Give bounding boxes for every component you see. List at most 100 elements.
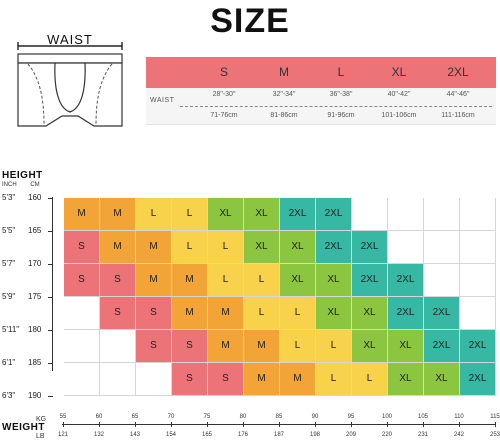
size-cell-m: M xyxy=(136,264,172,297)
weight-tick xyxy=(135,422,136,427)
waist-inch-m: 32"-34" xyxy=(272,91,296,98)
weight-label-kg: 100 xyxy=(381,414,392,420)
waist-cm-l: 91-96cm xyxy=(327,112,355,119)
size-chart-grid: M M L L XL XL 2XL 2XL S M M L L XL XL 2XL 2XL S S M M L L XL XL 2… xyxy=(64,198,496,396)
empty-cell xyxy=(388,198,424,231)
empty-cell xyxy=(100,330,136,363)
size-cell-s: S xyxy=(172,330,208,363)
size-cell-s: S xyxy=(136,330,172,363)
size-cell-m: M xyxy=(172,264,208,297)
weight-label-kg: 110 xyxy=(454,414,464,420)
empty-cell xyxy=(352,198,388,231)
empty-cell xyxy=(64,297,100,330)
size-cell-l: L xyxy=(316,363,352,396)
height-label-inch: 5'7" xyxy=(2,259,16,268)
height-label-inch: 6'3" xyxy=(2,391,16,400)
size-cell-2xl: 2XL xyxy=(352,231,388,264)
weight-label-kg: 65 xyxy=(131,414,139,420)
weight-tick xyxy=(279,422,280,427)
height-label-cm: 160 xyxy=(28,193,42,202)
empty-cell xyxy=(100,363,136,396)
size-cell-l: L xyxy=(316,330,352,363)
size-cell-xl: XL xyxy=(352,330,388,363)
weight-label-kg: 70 xyxy=(167,414,175,420)
size-cell-m: M xyxy=(172,297,208,330)
size-cell-m: M xyxy=(244,330,280,363)
weight-label-lb: 242 xyxy=(453,432,464,438)
size-cell-2xl: 2XL xyxy=(424,297,460,330)
empty-cell xyxy=(424,198,460,231)
height-tick xyxy=(48,198,53,199)
height-label-inch: 5'9" xyxy=(2,292,16,301)
height-units: INCH CM xyxy=(2,182,48,188)
weight-tick xyxy=(351,422,352,427)
waist-cm-s: 71-76cm xyxy=(210,112,238,119)
weight-unit-kg: KG xyxy=(36,416,47,423)
size-cell-2xl: 2XL xyxy=(424,330,460,363)
waist-cm-m: 81-86cm xyxy=(270,112,298,119)
height-label-cm: 180 xyxy=(28,325,42,334)
empty-cell xyxy=(64,330,100,363)
waist-inch-xl: 40"-42" xyxy=(387,91,411,98)
height-label-inch: 5'3" xyxy=(2,193,16,202)
size-cell-m: M xyxy=(100,231,136,264)
weight-tick xyxy=(171,422,172,427)
size-cell-m: M xyxy=(208,330,244,363)
weight-label-lb: 176 xyxy=(237,432,248,438)
weight-label-lb: 154 xyxy=(165,432,176,438)
height-label-cm: 175 xyxy=(28,292,42,301)
page-title: SIZE xyxy=(210,2,290,40)
size-header-l: L xyxy=(337,65,345,79)
weight-tick xyxy=(99,422,100,427)
size-cell-m: M xyxy=(64,198,100,231)
size-cell-l: L xyxy=(280,330,316,363)
empty-cell xyxy=(388,231,424,264)
size-cell-s: S xyxy=(64,264,100,297)
size-cell-xl: XL xyxy=(244,231,280,264)
height-tick xyxy=(48,330,53,331)
waist-cm-2xl: 111-116cm xyxy=(441,112,475,119)
weight-label-lb: 132 xyxy=(93,432,104,438)
weight-label-kg: 80 xyxy=(239,414,247,420)
size-cell-xl: XL xyxy=(316,297,352,330)
size-cell-m: M xyxy=(280,363,316,396)
height-tick xyxy=(48,363,53,364)
size-cell-m: M xyxy=(208,297,244,330)
size-cell-xl: XL xyxy=(388,363,424,396)
size-cell-2xl: 2XL xyxy=(316,198,352,231)
brief-illustration-icon xyxy=(17,42,123,127)
height-unit-cm: CM xyxy=(30,182,40,188)
size-cell-l: L xyxy=(136,198,172,231)
size-header-xl: XL xyxy=(391,65,407,79)
waist-inch-s: 28"-30" xyxy=(212,91,236,98)
size-cell-2xl: 2XL xyxy=(388,297,424,330)
size-cell-m: M xyxy=(136,231,172,264)
height-axis-line xyxy=(52,197,53,371)
height-label-cm: 170 xyxy=(28,259,42,268)
waist-inch-2xl: 44"-46" xyxy=(446,91,470,98)
weight-label-kg: 55 xyxy=(59,414,67,420)
weight-label-kg: 95 xyxy=(347,414,355,420)
empty-cell xyxy=(460,264,496,297)
size-header-m: M xyxy=(279,65,289,79)
size-cell-xl: XL xyxy=(316,264,352,297)
empty-cell xyxy=(460,198,496,231)
size-cell-xl: XL xyxy=(352,297,388,330)
weight-label-kg: 60 xyxy=(95,414,103,420)
weight-axis-title: WEIGHT xyxy=(2,422,45,433)
waist-inch-l: 36"-38" xyxy=(329,91,353,98)
size-cell-s: S xyxy=(172,363,208,396)
weight-label-lb: 231 xyxy=(417,432,428,438)
waist-divider xyxy=(180,106,492,107)
weight-tick xyxy=(243,422,244,427)
weight-label-kg: 105 xyxy=(417,414,428,420)
weight-label-kg: 75 xyxy=(203,414,211,420)
size-header-s: S xyxy=(219,65,228,79)
weight-label-lb: 253 xyxy=(489,432,500,438)
size-cell-2xl: 2XL xyxy=(460,330,496,363)
size-cell-s: S xyxy=(100,297,136,330)
size-cell-l: L xyxy=(172,231,208,264)
size-cell-s: S xyxy=(136,297,172,330)
weight-unit-lb: LB xyxy=(36,433,45,440)
empty-cell xyxy=(460,231,496,264)
